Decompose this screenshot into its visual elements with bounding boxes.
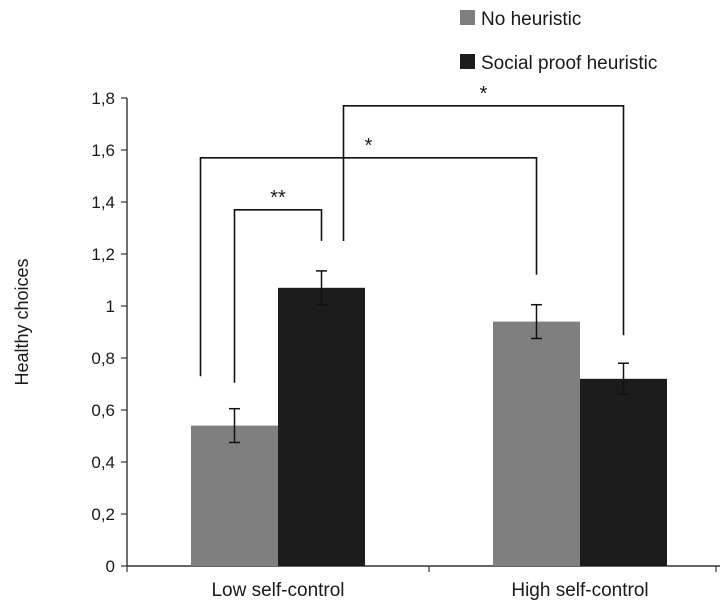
bar (191, 425, 278, 566)
y-tick-label: 1 (106, 297, 115, 316)
legend-swatch (460, 54, 475, 69)
y-tick-label: 1,6 (91, 141, 115, 160)
bar (493, 321, 580, 566)
significance-bracket (199, 157, 538, 377)
y-tick-label: 1,8 (91, 89, 115, 108)
y-tick-label: 0,2 (91, 505, 115, 524)
significance-bracket (233, 209, 323, 383)
significance-label: * (480, 83, 488, 105)
significance-label: ** (270, 187, 286, 209)
significance-label: * (365, 135, 373, 157)
x-axis: Low self-control High self-control (126, 565, 720, 601)
y-tick-label: 1,2 (91, 245, 115, 264)
y-tick-label: 0,6 (91, 401, 115, 420)
x-category-label: High self-control (511, 580, 648, 601)
y-axis: 0 0,2 0,4 0,6 0,8 1 1,2 1,4 1,6 1,8 (91, 89, 128, 576)
error-bars (229, 270, 629, 444)
legend-label: Social proof heuristic (481, 53, 657, 74)
bars (191, 287, 667, 566)
bar (278, 287, 365, 566)
significance-bracket (342, 105, 625, 336)
x-category-label: Low self-control (211, 580, 344, 601)
y-tick-label: 0 (106, 557, 115, 576)
y-tick-label: 0,8 (91, 349, 115, 368)
legend-label: No heuristic (481, 9, 581, 30)
bar (580, 378, 667, 566)
y-tick-label: 0,4 (91, 453, 115, 472)
legend: No heuristic Social proof heuristic (460, 9, 657, 74)
y-axis-title: Healthy choices (12, 258, 32, 385)
legend-swatch (460, 10, 475, 25)
significance-brackets: **** (199, 83, 625, 383)
y-tick-label: 1,4 (91, 193, 115, 212)
